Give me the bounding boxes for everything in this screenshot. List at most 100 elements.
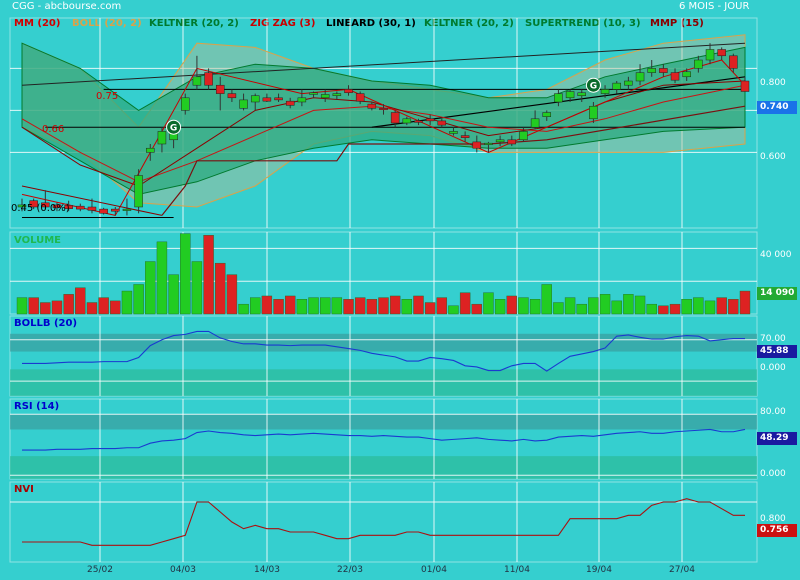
candle [332,93,342,96]
volume-bar [576,303,587,315]
xtick-label: 19/04 [586,565,612,575]
legend-zigzag: ZIG ZAG (3) [250,18,316,29]
candle [64,205,73,209]
xtick-label: 14/03 [254,565,280,575]
volume-bar [704,300,716,315]
volume-bar [180,233,191,315]
candle [507,139,517,145]
price-ytick-060: 0.600 [760,152,786,162]
rsi-title: RSI (14) [14,401,60,412]
supertrend-up-line [161,105,746,216]
candle [659,68,668,73]
candle [309,92,318,95]
candle [670,72,680,81]
xtick-label: 11/04 [504,565,530,575]
volume-bar [86,302,98,315]
volume-bar [121,290,133,315]
candle [414,120,423,123]
candle [285,100,295,106]
volume-bar [681,299,692,315]
candle [52,204,62,209]
candle [729,55,738,69]
candle [437,120,447,126]
volume-ytick-40000: 40 000 [760,250,792,260]
candle [355,93,365,102]
volume-bar [529,299,541,315]
volume-bar [413,295,424,315]
bollb-upper-zone [10,333,757,352]
volume-bar [191,261,203,315]
signal-marker [166,119,182,135]
candle [589,105,598,120]
volume-bar [145,261,156,315]
candle [76,205,85,210]
candle [495,139,505,143]
rsi-last-value: 48.29 [757,432,797,445]
candle [17,204,27,208]
candle [215,84,225,94]
candle [367,103,377,109]
candle [554,93,563,103]
legend-keltner-1: KELTNER (20, 2) [149,18,239,29]
volume-bar [483,292,494,315]
candle [262,97,272,102]
volume-bar [389,295,401,315]
candle [624,80,633,86]
volume-bar [354,297,366,315]
bollb-ytick-70: 70.00 [760,334,786,344]
candle [181,97,190,111]
volume-bar [16,297,28,315]
volume-bar [273,299,284,315]
volume-bar [669,303,681,315]
volume-bar [28,297,39,315]
candle [740,80,750,92]
volume-bar [658,305,669,315]
annotation-045: 0.45 (0.0%) [11,203,70,214]
chart-source: CGG - abcbourse.com [12,1,122,12]
legend-mm20: MM (20) [14,18,61,29]
volume-bar [75,287,86,315]
volume-bar [296,299,308,315]
candle [29,200,38,208]
volume-bar [611,300,622,315]
volume-bar [366,299,378,315]
legend-supertrend: SUPERTREND (10, 3) [525,18,641,29]
volume-bar [215,262,226,315]
candle [157,131,167,145]
volume-bar [494,299,506,315]
volume-bar [40,302,51,315]
candle [390,112,400,124]
chart-period: 6 MOIS - JOUR [679,1,750,12]
price-ytick-080: 0.800 [760,78,786,88]
candle [274,97,283,101]
volume-bar [424,302,436,315]
volume-bar [541,284,552,315]
candle [542,112,552,117]
volume-bar [308,297,319,315]
volume-title: VOLUME [14,235,61,246]
candle [297,97,307,103]
candle [250,95,260,103]
volume-bar [261,295,273,315]
volume-bar [739,290,751,315]
volume-bar [459,292,471,315]
legend-boll: BOLL (20, 2) [72,18,142,29]
volume-bar [599,294,611,315]
volume-bar [51,300,63,315]
volume-bar [110,300,121,315]
volume-last-value: 14 090 [757,287,797,300]
volume-bar [693,297,704,315]
candle [647,68,656,73]
candle [320,94,330,99]
candle [227,93,237,99]
annotation-075: 0.75 [96,91,119,102]
candle [425,118,435,122]
candle [635,72,645,82]
volume-bar [285,295,296,315]
xtick-label: 25/02 [87,565,113,575]
bollb-lower-zone [10,369,757,396]
candle [87,206,97,211]
candle [530,118,540,128]
signal-label: G [170,124,177,134]
bollb-title: BOLLB (20) [14,318,78,329]
